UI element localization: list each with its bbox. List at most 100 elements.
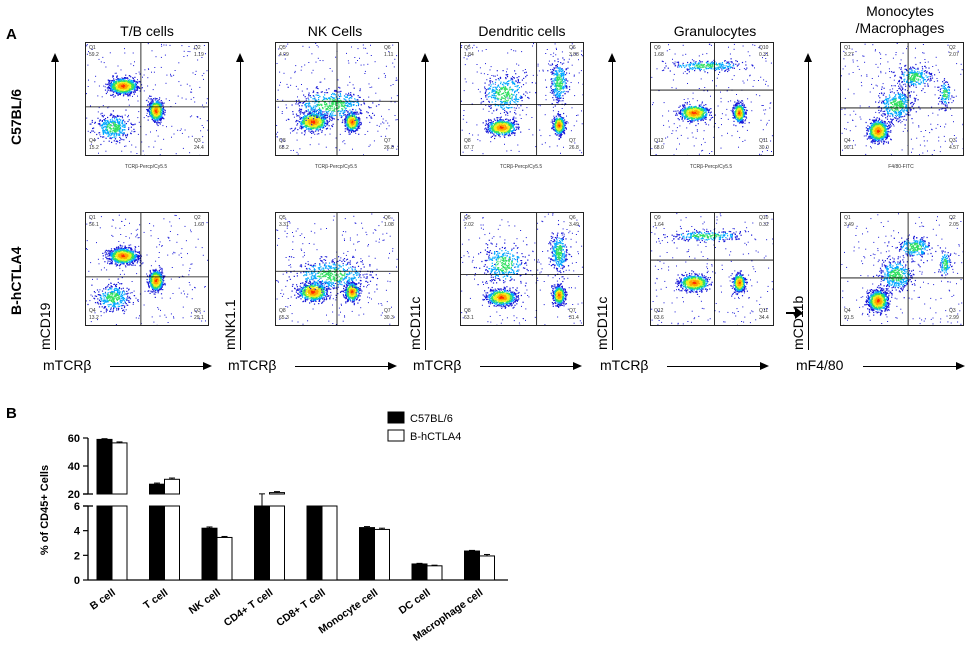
plot-x-axis-name: TCRβ-Percp/Cy5.5 xyxy=(499,164,543,170)
y-axis-title: % of CD45+ Cells xyxy=(39,465,51,555)
quadrant-value: 2.07 xyxy=(949,52,959,58)
x-axis-arrow xyxy=(667,366,762,367)
quadrant-value: 59.2 xyxy=(89,52,99,58)
flow-plot: Q1 3.49 Q2 2.05 Q3 2.99 Q4 91.5 xyxy=(840,212,964,326)
bar xyxy=(149,483,165,495)
x-axis-arrow xyxy=(110,366,205,367)
y-axis-arrow xyxy=(808,60,809,350)
flow-plot: Q1 59.2 Q2 1.19 Q3 24.4 Q4 15.2 xyxy=(85,42,209,156)
legend-swatch xyxy=(387,429,405,442)
y-axis-label: mCD11c xyxy=(407,296,423,350)
quadrant-value: 13.2 xyxy=(89,315,99,321)
plot-x-axis-name: TCRβ-Percp/Cy5.5 xyxy=(314,164,358,170)
quadrant-value: 1.11 xyxy=(384,52,394,58)
quadrant-label: Q10 xyxy=(759,215,769,221)
column-title: Dendritic cells xyxy=(478,23,566,39)
quadrant-label: Q5 xyxy=(464,215,471,221)
quadrant-value: 31.4 xyxy=(569,315,579,321)
quadrant-value: 63.1 xyxy=(464,315,474,321)
panel-a-label: A xyxy=(6,26,17,43)
quadrant-label: Q2 xyxy=(194,45,201,51)
flow-plot: Q1 56.1 Q2 1.60 Q3 29.1 Q4 13.2 xyxy=(85,212,209,326)
bar xyxy=(464,550,480,581)
quadrant-value: 2.99 xyxy=(949,315,959,321)
bar xyxy=(111,442,128,495)
flow-scatter xyxy=(461,213,583,325)
category-label: NK cell xyxy=(187,587,223,617)
quadrant-label: Q5 xyxy=(464,45,471,51)
y-tick-label: 4 xyxy=(74,526,81,538)
column-title: T/B cells xyxy=(120,23,174,39)
flow-scatter xyxy=(651,43,773,155)
quadrant-value: 4.09 xyxy=(279,52,289,58)
bar xyxy=(321,505,338,581)
quadrant-value: 3.49 xyxy=(569,222,579,228)
x-axis-arrow xyxy=(480,366,575,367)
bar xyxy=(201,527,218,581)
flow-plot: Q5 2.02 Q6 3.49 Q7 31.4 Q8 63.1 xyxy=(460,212,584,326)
flow-scatter xyxy=(276,43,398,155)
legend-swatch xyxy=(387,411,405,424)
quadrant-label: Q1 xyxy=(89,215,96,221)
y-axis-arrow xyxy=(425,60,426,350)
quadrant-label: Q1 xyxy=(844,45,851,51)
panel-b-label: B xyxy=(6,405,17,422)
quadrant-label: Q4 xyxy=(89,308,96,314)
quadrant-label: Q8 xyxy=(279,138,286,144)
flow-plot: Q9 1.68 Q10 0.31 Q11 30.0 Q12 68.0 xyxy=(650,42,774,156)
quadrant-value: 34.4 xyxy=(759,315,769,321)
y-axis-arrowhead xyxy=(51,53,59,62)
category-label: DC cell xyxy=(397,587,433,617)
quadrant-value: 4.57 xyxy=(949,145,959,151)
quadrant-label: Q4 xyxy=(89,138,96,144)
y-tick-label: 6 xyxy=(74,501,80,513)
flow-scatter xyxy=(841,213,963,325)
y-axis-arrow xyxy=(612,60,613,350)
quadrant-label: Q9 xyxy=(654,45,661,51)
quadrant-label: Q8 xyxy=(464,138,471,144)
quadrant-value: 1.68 xyxy=(654,52,664,58)
x-axis-arrowhead xyxy=(573,362,582,370)
quadrant-label: Q11 xyxy=(759,308,769,314)
y-tick-label: 0 xyxy=(74,575,80,587)
quadrant-value: 15.2 xyxy=(89,145,99,151)
quadrant-value: 2.05 xyxy=(949,222,959,228)
plot-x-axis-name: TCRβ-Percp/Cy5.5 xyxy=(689,164,733,170)
y-axis-arrowhead xyxy=(236,53,244,62)
quadrant-value: 29.1 xyxy=(194,315,204,321)
flow-scatter xyxy=(86,43,208,155)
quadrant-label: Q2 xyxy=(194,215,201,221)
quadrant-label: Q7 xyxy=(569,138,576,144)
quadrant-value: 0.31 xyxy=(759,52,769,58)
category-label: Monocyte cell xyxy=(316,587,380,637)
quadrant-label: Q5 xyxy=(279,215,286,221)
column-title: Monocytes /Macrophages xyxy=(855,3,945,36)
quadrant-value: 30.3 xyxy=(384,315,394,321)
bar xyxy=(359,527,375,581)
quadrant-value: 1.08 xyxy=(384,222,394,228)
quadrant-label: Q12 xyxy=(654,138,664,144)
quadrant-label: Q3 xyxy=(949,138,956,144)
x-axis-arrowhead xyxy=(760,362,769,370)
quadrant-value: 26.8 xyxy=(384,145,394,151)
quadrant-label: Q3 xyxy=(194,138,201,144)
flow-plot: Q5 1.84 Q6 3.88 Q7 26.8 Q8 67.7 xyxy=(460,42,584,156)
quadrant-label: Q6 xyxy=(569,45,576,51)
flow-scatter xyxy=(841,43,963,155)
y-axis-arrow xyxy=(55,60,56,350)
bar xyxy=(216,536,233,581)
quadrant-label: Q1 xyxy=(844,215,851,221)
quadrant-label: Q4 xyxy=(844,138,851,144)
quadrant-value: 68.2 xyxy=(279,145,289,151)
quadrant-label: Q3 xyxy=(949,308,956,314)
quadrant-label: Q2 xyxy=(949,215,956,221)
flow-plot: Q1 3.27 Q2 2.07 Q3 4.57 Q4 90.1 xyxy=(840,42,964,156)
pointer-arrowhead xyxy=(795,307,803,319)
row-label: C57BL/6 xyxy=(8,88,24,145)
pointer-arrow xyxy=(786,312,796,314)
quadrant-label: Q10 xyxy=(759,45,769,51)
quadrant-value: 1.84 xyxy=(464,52,474,58)
flow-plot: Q5 4.09 Q6 1.11 Q7 26.8 Q8 68.2 xyxy=(275,42,399,156)
quadrant-value: 67.7 xyxy=(464,145,474,151)
flow-scatter xyxy=(461,43,583,155)
